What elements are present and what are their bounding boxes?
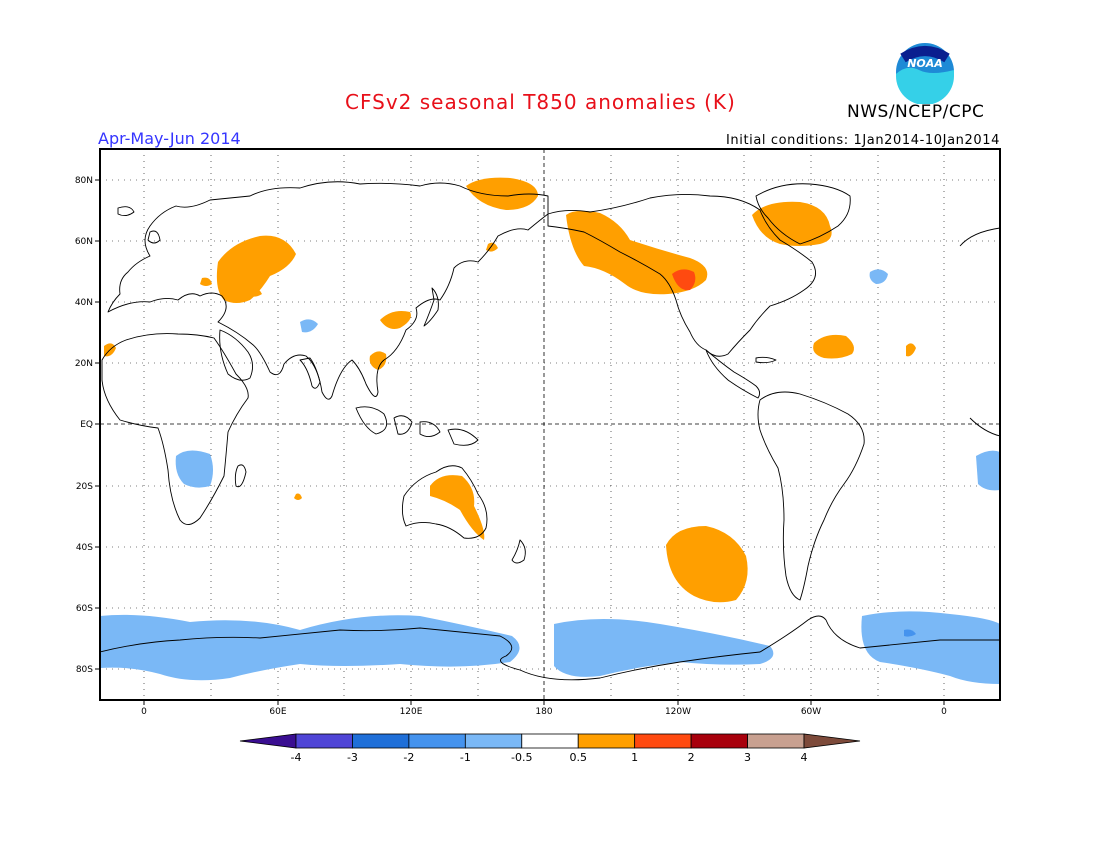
anomaly-small-indian-ocean — [294, 493, 302, 500]
lon-label-180: 180 — [535, 707, 552, 717]
colorbar-label: 4 — [801, 751, 808, 764]
anomaly-antarctic-pacific — [554, 619, 774, 677]
anomaly-se-asia — [369, 351, 387, 370]
coastlines — [100, 181, 1000, 681]
colorbar-label: 0.5 — [569, 751, 587, 764]
colorbar-label: -4 — [291, 751, 302, 764]
anomaly-central-atlantic — [813, 334, 854, 359]
anomaly-europe — [216, 235, 296, 303]
cool-anomaly-areas — [100, 269, 1000, 684]
colorbar-label: -2 — [403, 751, 414, 764]
initial-conditions-label: Initial conditions: 1Jan2014-10Jan2014 — [725, 133, 1000, 148]
longitude-ticks — [143, 700, 945, 705]
colorbar-swatch — [521, 733, 579, 749]
warm-anomaly-areas — [104, 177, 916, 603]
anomaly-antarctic-core — [904, 629, 916, 637]
colorbar-swatch — [464, 733, 523, 749]
colorbar: -4 -3 -2 -1 -0.5 0.5 1 2 3 4 — [239, 733, 861, 764]
colorbar-swatch — [747, 733, 805, 749]
lat-label-60s: 60S — [76, 604, 93, 614]
anomaly-western-us-core — [672, 269, 696, 291]
lon-label-120e: 120E — [400, 707, 423, 717]
colorbar-label: 3 — [744, 751, 751, 764]
anomaly-north-atlantic — [869, 269, 888, 284]
lon-label-60w: 60W — [801, 707, 821, 717]
chart-title: CFSv2 seasonal T850 anomalies (K) — [345, 90, 736, 114]
colorbar-swatch — [577, 733, 636, 749]
lat-label-40n: 40N — [75, 298, 93, 308]
logo-text: NOAA — [907, 57, 943, 70]
colorbar-low-end — [239, 733, 297, 749]
noaa-logo-icon: NOAA — [894, 41, 956, 104]
anomaly-hudson-bay — [752, 201, 832, 246]
colorbar-label: -0.5 — [511, 751, 532, 764]
season-label: Apr-May-Jun 2014 — [98, 129, 241, 148]
colorbar-label: -1 — [460, 751, 471, 764]
latitude-labels: 80N 60N 40N 20N EQ 20S 40S 60S 80S — [75, 176, 93, 675]
longitude-labels: 0 60E 120E 180 120W 60W 0 — [141, 707, 947, 717]
lat-label-60n: 60N — [75, 237, 93, 247]
colorbar-swatch — [352, 733, 410, 749]
lat-label-40s: 40S — [76, 543, 93, 553]
lon-label-120w: 120W — [665, 707, 691, 717]
colorbar-high-end — [803, 733, 861, 749]
anomaly-caspian — [250, 288, 262, 297]
anomaly-india — [300, 319, 318, 333]
anomaly-black-sea — [200, 277, 212, 286]
lat-label-eq: EQ — [80, 420, 93, 430]
anomaly-arctic-chukchi — [466, 177, 538, 210]
colorbar-label: 2 — [688, 751, 695, 764]
anomaly-australia — [430, 475, 485, 540]
colorbar-label: -3 — [347, 751, 358, 764]
lat-label-80n: 80N — [75, 176, 93, 186]
colorbar-swatch — [634, 733, 692, 749]
lon-label-0-east: 0 — [941, 707, 947, 717]
anomaly-china — [380, 311, 411, 329]
anomaly-antarctic-east — [861, 611, 1000, 684]
anomaly-antarctic-west — [100, 614, 520, 681]
anomaly-southern-africa — [175, 450, 213, 488]
lat-label-20n: 20N — [75, 359, 93, 369]
anomaly-east-atlantic — [906, 343, 916, 357]
colorbar-swatch — [690, 733, 748, 749]
lon-label-0-west: 0 — [141, 707, 147, 717]
lon-label-60e: 60E — [269, 707, 286, 717]
latitude-ticks — [95, 179, 100, 670]
lat-label-20s: 20S — [76, 482, 93, 492]
colorbar-label: 1 — [631, 751, 638, 764]
anomaly-south-pacific — [666, 526, 748, 603]
lat-label-80s: 80S — [76, 665, 93, 675]
colorbar-swatch — [408, 733, 466, 749]
agency-label: NWS/NCEP/CPC — [847, 102, 985, 122]
map-gridlines — [100, 149, 1000, 700]
colorbar-swatch — [295, 733, 353, 749]
anomaly-alaska-nw-america — [566, 210, 708, 295]
anomaly-east-brazil — [976, 450, 1000, 491]
